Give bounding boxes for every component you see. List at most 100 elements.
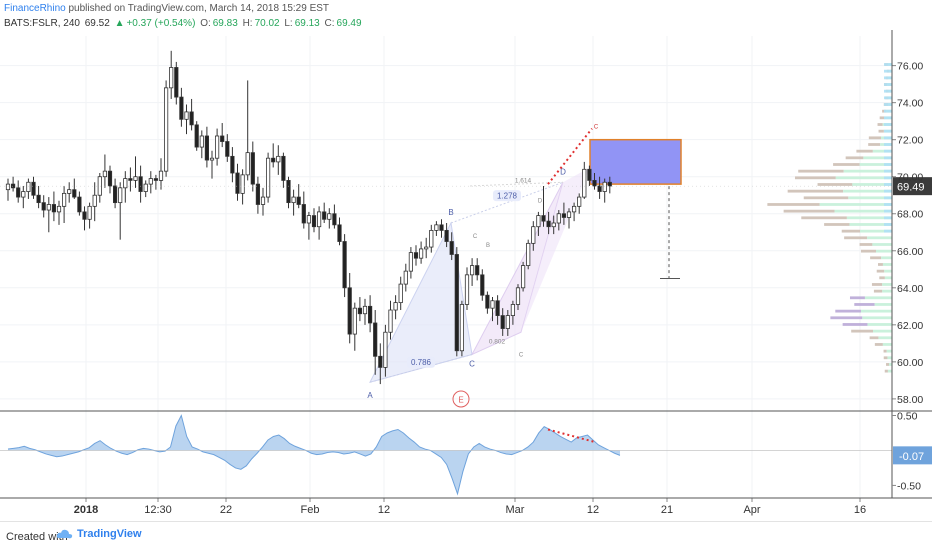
volume-profile-bar bbox=[884, 196, 892, 200]
volume-profile-bar bbox=[835, 176, 892, 180]
pattern-point-c-label: C bbox=[469, 359, 475, 368]
volume-profile-bar bbox=[883, 349, 887, 353]
time-tick-label: Mar bbox=[506, 504, 525, 516]
price-tick-label: 60.00 bbox=[897, 357, 923, 369]
volume-profile-bar bbox=[874, 343, 883, 346]
candle-body bbox=[500, 315, 505, 329]
volume-profile-bar bbox=[879, 276, 885, 280]
candle-body bbox=[5, 183, 11, 191]
price-tick-label: 76.00 bbox=[897, 61, 923, 73]
candle-body bbox=[577, 196, 582, 207]
price-tick-label: 58.00 bbox=[897, 394, 923, 406]
volume-profile-bar bbox=[884, 276, 892, 280]
candle-body bbox=[276, 155, 281, 163]
oscillator-value-label: -0.07 bbox=[899, 451, 924, 463]
candle-body bbox=[204, 135, 209, 161]
candle-body bbox=[62, 192, 67, 207]
candle-body bbox=[281, 155, 286, 181]
candle-body bbox=[322, 211, 327, 220]
publisher-name[interactable]: FinanceRhino bbox=[4, 3, 66, 14]
candle-body bbox=[240, 174, 245, 194]
candle-body bbox=[383, 331, 388, 368]
price-divergence-line bbox=[547, 127, 593, 185]
candle-body bbox=[429, 230, 434, 248]
volume-profile-bar bbox=[872, 149, 892, 153]
candle-body bbox=[531, 226, 536, 244]
pattern-small-label: C bbox=[473, 234, 478, 240]
candle-body bbox=[169, 67, 174, 89]
volume-profile-bar bbox=[882, 343, 892, 346]
last-price-badge bbox=[893, 177, 932, 196]
oscillator-tick-label: -0.50 bbox=[897, 480, 921, 492]
pattern-small-label: B bbox=[486, 243, 490, 249]
volume-profile-bar bbox=[846, 216, 892, 220]
time-tick-label: 12 bbox=[378, 504, 390, 516]
axes: 58.00 60.00 62.00 64.00 66.00 68.00 70.00 72.00… bbox=[0, 30, 932, 516]
volume-profile-bar bbox=[884, 109, 892, 113]
pattern-point-d-label: D bbox=[560, 167, 566, 176]
pattern-bcd-triangle bbox=[470, 182, 564, 356]
pattern-point-e-circle bbox=[452, 390, 470, 408]
candle-body bbox=[337, 224, 342, 242]
candle-body bbox=[118, 187, 123, 204]
price-chart[interactable]: A B C D B C D C C 0.786 1.278 1.614 0.802 E 69.49 58.… bbox=[0, 0, 932, 521]
candle-body bbox=[490, 300, 495, 309]
open-value: 69.83 bbox=[212, 18, 238, 29]
close-label: C: bbox=[324, 18, 335, 29]
candle-body bbox=[230, 155, 235, 174]
time-tick-label: 16 bbox=[854, 504, 866, 516]
tradingview-brand: TradingView bbox=[77, 528, 142, 540]
symbol[interactable]: BATS:FSLR, 240 bbox=[4, 18, 80, 29]
candle-body bbox=[225, 141, 230, 157]
volume-profile-bar bbox=[787, 189, 844, 193]
price-tick-label: 64.00 bbox=[897, 283, 923, 295]
time-tick-label: 21 bbox=[661, 504, 673, 516]
candle-body bbox=[184, 111, 189, 120]
candle-body bbox=[515, 287, 521, 305]
candle-body bbox=[388, 309, 393, 333]
tradingview-logo[interactable]: TradingView bbox=[56, 528, 142, 540]
volume-profile-bar bbox=[862, 316, 892, 320]
candle-body bbox=[220, 135, 225, 142]
candle-body bbox=[265, 157, 271, 198]
oscillator-value-badge bbox=[893, 446, 932, 465]
grid-lines bbox=[0, 36, 892, 498]
volume-profile-bar bbox=[884, 209, 892, 213]
volume-profile-bar bbox=[860, 309, 892, 313]
volume-profile-bar bbox=[867, 323, 892, 326]
price-tick-label: 70.00 bbox=[897, 172, 923, 184]
candle-body bbox=[296, 196, 301, 205]
pattern-point-a-label: A bbox=[367, 391, 373, 400]
candle-body bbox=[92, 194, 97, 207]
candle-body bbox=[16, 187, 21, 198]
candle-body bbox=[367, 305, 373, 324]
candle-body bbox=[546, 220, 551, 228]
candle-body bbox=[123, 178, 128, 189]
candle-body bbox=[153, 178, 158, 181]
volume-profile-bar bbox=[884, 96, 892, 100]
pattern-point-e-label: E bbox=[458, 396, 463, 405]
candle-body bbox=[373, 322, 378, 357]
change-value: +0.37 (+0.54%) bbox=[126, 18, 196, 29]
candle-body bbox=[286, 180, 291, 204]
footer: Created with TradingView bbox=[0, 521, 932, 551]
candle-body bbox=[271, 157, 276, 163]
candle-body bbox=[510, 304, 516, 316]
symbol-line: BATS:FSLR, 240 69.52 ▲ +0.37 (+0.54%) O: 6… bbox=[4, 18, 364, 29]
time-tick-label: Feb bbox=[301, 504, 320, 516]
target-zone-box bbox=[589, 138, 682, 185]
ratio-0786-label: 0.786 bbox=[411, 358, 432, 367]
volume-profile-bar bbox=[884, 103, 892, 106]
candle-body bbox=[82, 211, 87, 220]
volume-profile bbox=[767, 63, 892, 373]
volume-profile-bar bbox=[886, 349, 892, 353]
candle-body bbox=[418, 248, 424, 259]
volume-profile-bar bbox=[842, 323, 868, 326]
candle-body bbox=[592, 180, 597, 187]
candle-body bbox=[536, 215, 541, 228]
volume-profile-bar bbox=[843, 189, 892, 193]
candle-body bbox=[495, 300, 500, 316]
oscillator-area bbox=[8, 415, 620, 494]
price-tick-label: 68.00 bbox=[897, 209, 923, 221]
candle-body bbox=[480, 274, 485, 296]
